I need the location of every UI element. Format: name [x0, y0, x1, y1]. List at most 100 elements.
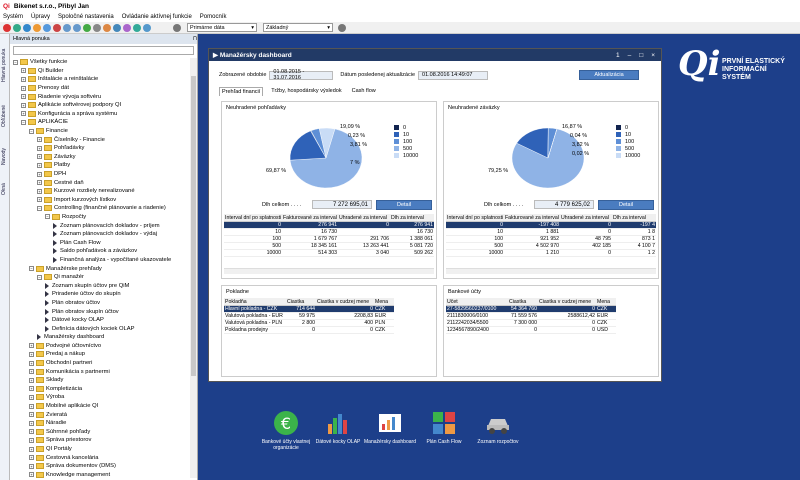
expand-icon[interactable]: +	[37, 188, 42, 194]
column-header[interactable]: Pokladňa	[225, 298, 247, 305]
column-header[interactable]: Účet	[447, 298, 458, 305]
tree-item[interactable]: Plán obratov účtov	[10, 299, 190, 308]
column-header[interactable]: Interval dní po splatnosti	[225, 214, 282, 221]
table-row[interactable]: 10000 1 210 0 1 2	[446, 250, 656, 257]
pie-slice[interactable]	[511, 128, 585, 189]
expand-icon[interactable]: +	[29, 343, 34, 349]
column-header[interactable]: Dlh za interval	[613, 214, 646, 221]
mail-icon[interactable]	[133, 23, 141, 32]
tree-item[interactable]: + Mobilné aplikácie QI	[10, 402, 190, 411]
delete-icon[interactable]	[53, 23, 61, 32]
tab-favorites[interactable]: Obľúbené	[1, 104, 7, 128]
expand-icon[interactable]: +	[29, 420, 34, 426]
maximize-icon[interactable]: □	[639, 51, 644, 59]
tree-item[interactable]: Priradenie účtov do skupín	[10, 290, 190, 299]
dock-bank-accounts[interactable]: € Bankové účty vlastnej organizácie	[258, 410, 314, 451]
expand-icon[interactable]: +	[37, 171, 42, 177]
info-icon[interactable]	[143, 23, 151, 32]
export-icon[interactable]	[103, 23, 111, 32]
minimize-icon[interactable]: –	[627, 51, 632, 59]
expand-icon[interactable]: +	[37, 137, 42, 143]
tree-item[interactable]: + Kurzové rozdiely nerealizované	[10, 187, 190, 196]
tree-item[interactable]: + Platby	[10, 161, 190, 170]
tree-item[interactable]: + Import kurzových lístkov	[10, 196, 190, 205]
menu-help[interactable]: Pomocník	[199, 14, 227, 20]
settings-icon[interactable]	[173, 23, 181, 32]
back-icon[interactable]	[63, 23, 71, 32]
tree-item[interactable]: + Správa dokumentov (DMS)	[10, 462, 190, 471]
table-row[interactable]: 500 4 502 970 402 185 4 100 7	[446, 243, 656, 250]
column-header[interactable]: Uhradené za interval	[561, 214, 609, 221]
tree-item[interactable]: + Qi Builder	[10, 67, 190, 76]
tree-item[interactable]: + Prenosy dát	[10, 84, 190, 93]
tree-item[interactable]: + Sklady	[10, 376, 190, 385]
new-icon[interactable]	[13, 23, 21, 32]
menu-system[interactable]: Systém	[3, 14, 24, 20]
receivables-hscroll[interactable]	[224, 268, 434, 274]
expand-icon[interactable]: +	[21, 68, 26, 74]
dock-budgets[interactable]: Zoznam rozpočtov	[470, 410, 526, 445]
column-header[interactable]: Uhradené za interval	[339, 214, 387, 221]
tree-item[interactable]: + Obchodní partneri	[10, 359, 190, 368]
tree-item[interactable]: − Controlling (finančné plánovanie a riad…	[10, 204, 190, 213]
tree-item[interactable]: + Číselníky - Financie	[10, 135, 190, 144]
print-icon[interactable]	[93, 23, 101, 32]
expand-icon[interactable]: +	[29, 429, 34, 435]
expand-icon[interactable]: +	[29, 386, 34, 392]
pie-slice[interactable]	[547, 128, 558, 159]
tree-item[interactable]: + Zvieratá	[10, 410, 190, 419]
tree-item[interactable]: Definícia dátových kociek OLAP	[10, 324, 190, 333]
expand-icon[interactable]: +	[29, 377, 34, 383]
find-icon[interactable]	[83, 23, 91, 32]
filter-icon[interactable]	[113, 23, 121, 32]
tab-finance-overview[interactable]: Prehľad financií	[219, 87, 264, 96]
expand-icon[interactable]: +	[29, 394, 34, 400]
table-row[interactable]: Hlavní pokladna - CZK 714 644 0 CZK	[224, 306, 394, 313]
tree-item[interactable]: + Súhrnné pohľady	[10, 428, 190, 437]
column-header[interactable]: Čiastka v cudzej mene	[539, 298, 592, 305]
collapse-icon[interactable]: −	[45, 214, 50, 220]
tree-item[interactable]: − Qi manažér	[10, 273, 190, 282]
table-row[interactable]: 2111830006/0100 71 559 576 2588612,42 EUR	[446, 313, 616, 320]
tree-item[interactable]: Zoznam plánovacích dokladov - výdaj	[10, 230, 190, 239]
tab-windows[interactable]: Okná	[1, 183, 7, 195]
tree-item[interactable]: + Záväzky	[10, 153, 190, 162]
payables-hscroll[interactable]	[446, 268, 656, 274]
data-source-select[interactable]: Primárne dáta ▾	[187, 23, 257, 32]
close-icon[interactable]: ×	[651, 51, 655, 59]
save-icon[interactable]	[23, 23, 31, 32]
tree-item[interactable]: + Konfigurácia a správa systému	[10, 110, 190, 119]
receivables-detail-button[interactable]: Detail	[376, 200, 432, 210]
dock-cash-flow[interactable]: Plán Cash Flow	[416, 410, 472, 445]
menu-active-function[interactable]: Ovládanie aktívnej funkcie	[121, 14, 192, 20]
column-header[interactable]: Čiastka	[287, 298, 305, 305]
close-icon[interactable]	[3, 23, 11, 32]
menu-search-input[interactable]	[13, 46, 194, 55]
chart-icon[interactable]	[123, 23, 131, 32]
expand-icon[interactable]: +	[29, 455, 34, 461]
column-header[interactable]: Mena	[375, 298, 388, 305]
expand-icon[interactable]: +	[29, 437, 34, 443]
expand-icon[interactable]: +	[21, 94, 26, 100]
expand-icon[interactable]: +	[21, 85, 26, 91]
tree-item[interactable]: + QI Portály	[10, 445, 190, 454]
collapse-icon[interactable]: −	[29, 266, 34, 272]
table-row[interactable]: 1234567890/2400 0 0 USD	[446, 327, 616, 334]
expand-icon[interactable]: +	[21, 111, 26, 117]
tree-item[interactable]: − Všetky funkcie	[10, 58, 190, 67]
view-settings-icon[interactable]	[338, 23, 346, 32]
expand-icon[interactable]: +	[21, 102, 26, 108]
tree-item[interactable]: Zoznam skupín účtov pre QiM	[10, 281, 190, 290]
tree-item[interactable]: Dátové kocky OLAP	[10, 316, 190, 325]
collapse-icon[interactable]: −	[21, 119, 26, 125]
tree-item[interactable]: + Správa priestorov	[10, 436, 190, 445]
table-row[interactable]: 500 18 345 161 13 263 441 5 081 720	[224, 243, 434, 250]
refresh-icon[interactable]	[43, 23, 51, 32]
view-select[interactable]: Základný ▾	[263, 23, 333, 32]
tree-item[interactable]: + Výroba	[10, 393, 190, 402]
tree-item[interactable]: + Pohľadávky	[10, 144, 190, 153]
expand-icon[interactable]: +	[29, 360, 34, 366]
tree-item[interactable]: Manažérsky dashboard	[10, 333, 190, 342]
expand-icon[interactable]: +	[37, 154, 42, 160]
tree-scrollbar[interactable]	[190, 58, 197, 478]
